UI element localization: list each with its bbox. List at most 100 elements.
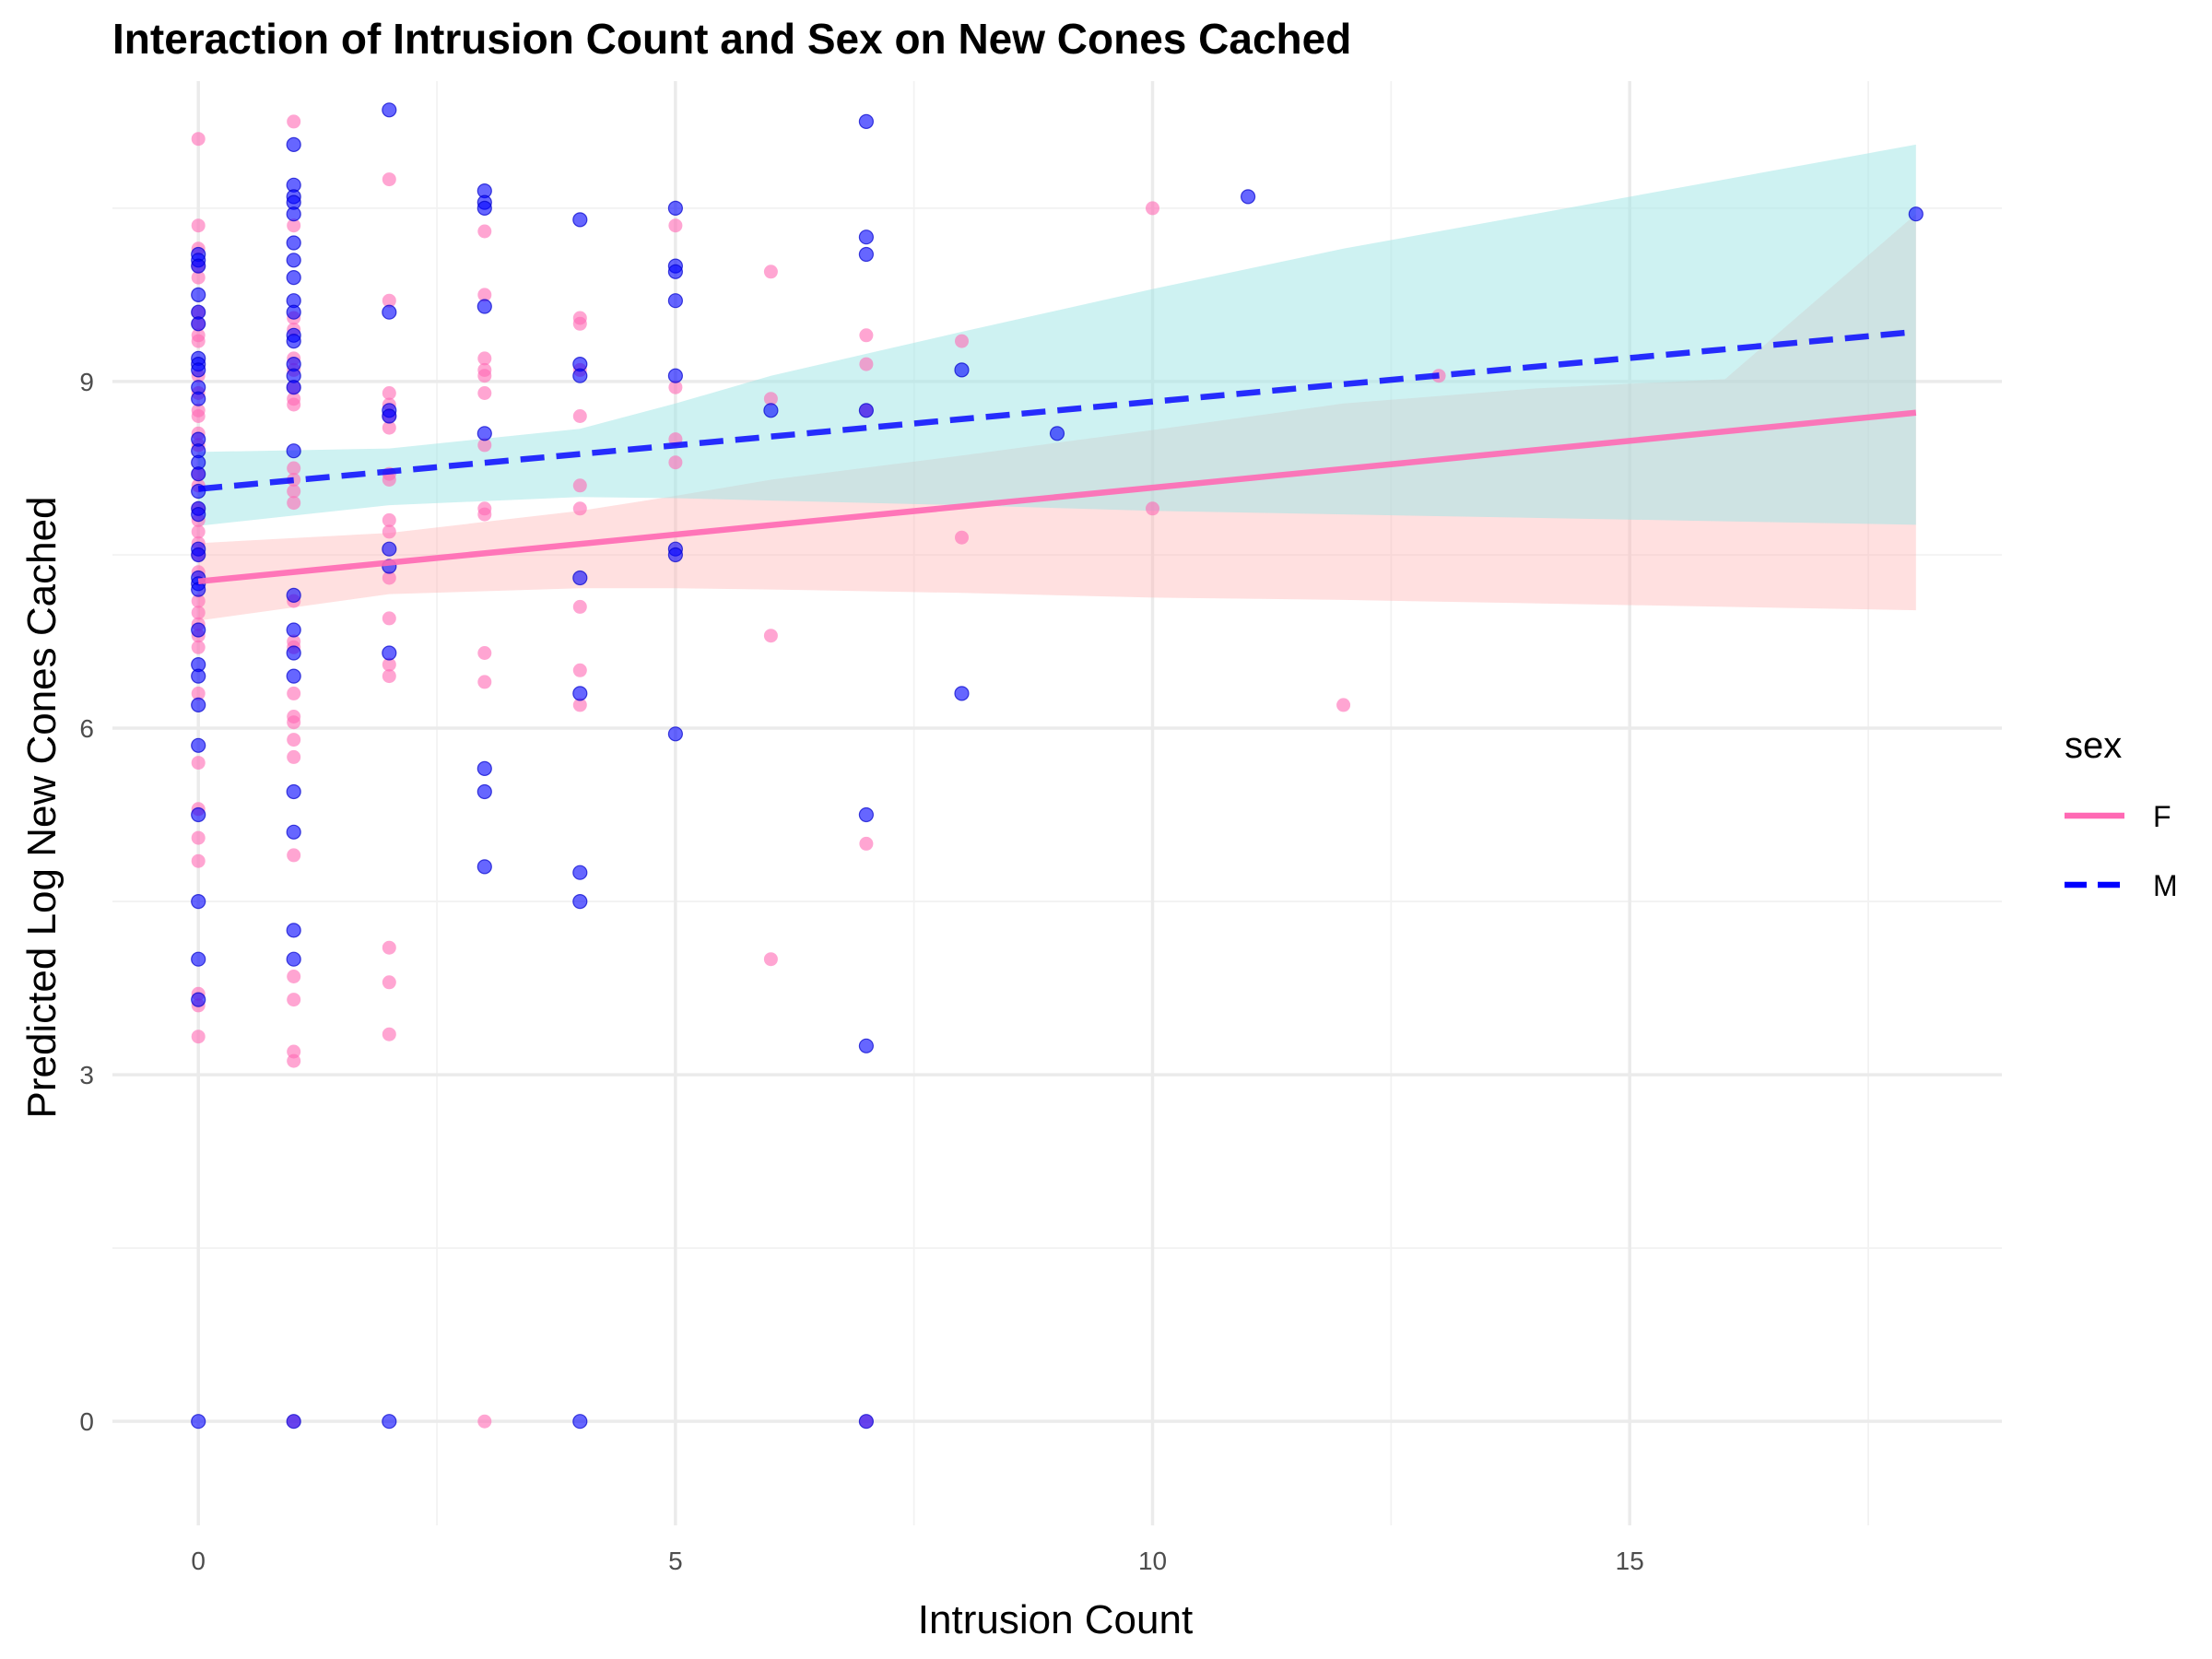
x-tick-label: 5 [668,1547,683,1575]
point-f [477,386,492,400]
point-f [477,646,492,660]
point-m [858,246,875,263]
point-m [191,668,206,684]
point-f [287,749,301,764]
point-f [477,675,492,689]
point-f [859,357,874,371]
legend: sex F M [2065,725,2178,902]
fit-line-f [197,409,1917,585]
point-f [382,473,396,487]
y-axis-ticks: 0 3 6 9 [79,368,94,1436]
point-m [477,783,492,800]
point-f [668,380,683,394]
point-m [477,200,492,216]
point-f [191,132,206,147]
y-tick-label: 9 [79,368,94,396]
point-f [763,629,778,643]
chart-title: Interaction of Intrusion Count and Sex o… [112,15,1351,63]
x-tick-label: 10 [1138,1547,1167,1575]
point-m [858,806,875,823]
confidence-ribbons [198,144,1916,621]
point-m [191,316,206,332]
point-m [572,212,588,228]
point-m [1240,189,1256,205]
x-axis-ticks: 0 5 10 15 [191,1547,1643,1575]
point-m [667,200,684,216]
point-f [287,484,301,499]
point-f [572,663,587,677]
point-f [477,362,492,377]
point-m [382,645,397,661]
y-tick-label: 3 [79,1061,94,1089]
point-f [191,756,206,771]
point-f [191,270,206,285]
point-f [382,172,396,187]
point-m [954,362,970,378]
point-m [382,102,397,118]
point-m [858,1038,875,1053]
legend-label-m: M [2153,869,2178,902]
point-f [382,669,396,684]
point-f [572,409,587,423]
point-m [1908,206,1924,222]
point-f [191,686,206,700]
point-m [286,334,301,349]
point-f [668,455,683,470]
point-f [859,836,874,851]
point-m [286,380,301,395]
point-f [382,940,396,955]
point-m [572,686,588,701]
legend-title: sex [2065,725,2122,766]
point-m [954,686,970,701]
point-m [191,697,206,713]
point-f [477,288,492,302]
point-m [667,264,684,279]
point-f [572,599,587,614]
ribbon-m [198,144,1916,526]
point-m [572,570,588,586]
point-m [667,726,684,742]
point-m [191,287,206,302]
point-m [286,923,301,938]
point-f [1146,201,1159,216]
point-f [477,507,492,522]
point-f [191,594,206,608]
point-m [572,1414,588,1430]
point-m [191,992,206,1007]
point-f [191,218,206,233]
point-f [763,392,778,406]
point-m [191,547,206,563]
point-f [477,1414,492,1429]
point-m [667,547,684,563]
point-m [286,235,301,251]
point-f [382,611,396,626]
ribbon-f [198,214,1916,621]
point-m [191,893,206,910]
point-m [191,362,206,378]
point-f [859,328,874,343]
fit-lines [197,328,1917,585]
point-f [477,438,492,453]
point-f [382,512,396,527]
point-f [191,830,206,845]
point-f [191,1030,206,1044]
point-f [668,218,683,233]
point-m [286,622,301,638]
point-m [382,541,397,557]
data-points [191,102,1924,1430]
point-f [382,420,396,435]
point-m [572,865,588,880]
point-f [382,657,396,672]
point-m [286,304,301,320]
point-f [1336,698,1351,712]
point-f [287,970,301,983]
point-f [477,224,492,239]
point-m [286,824,301,840]
point-m [858,1414,875,1430]
point-m [191,258,206,274]
point-f [287,496,301,511]
point-m [572,893,588,910]
legend-label-f: F [2153,800,2171,833]
x-tick-label: 15 [1616,1547,1644,1575]
